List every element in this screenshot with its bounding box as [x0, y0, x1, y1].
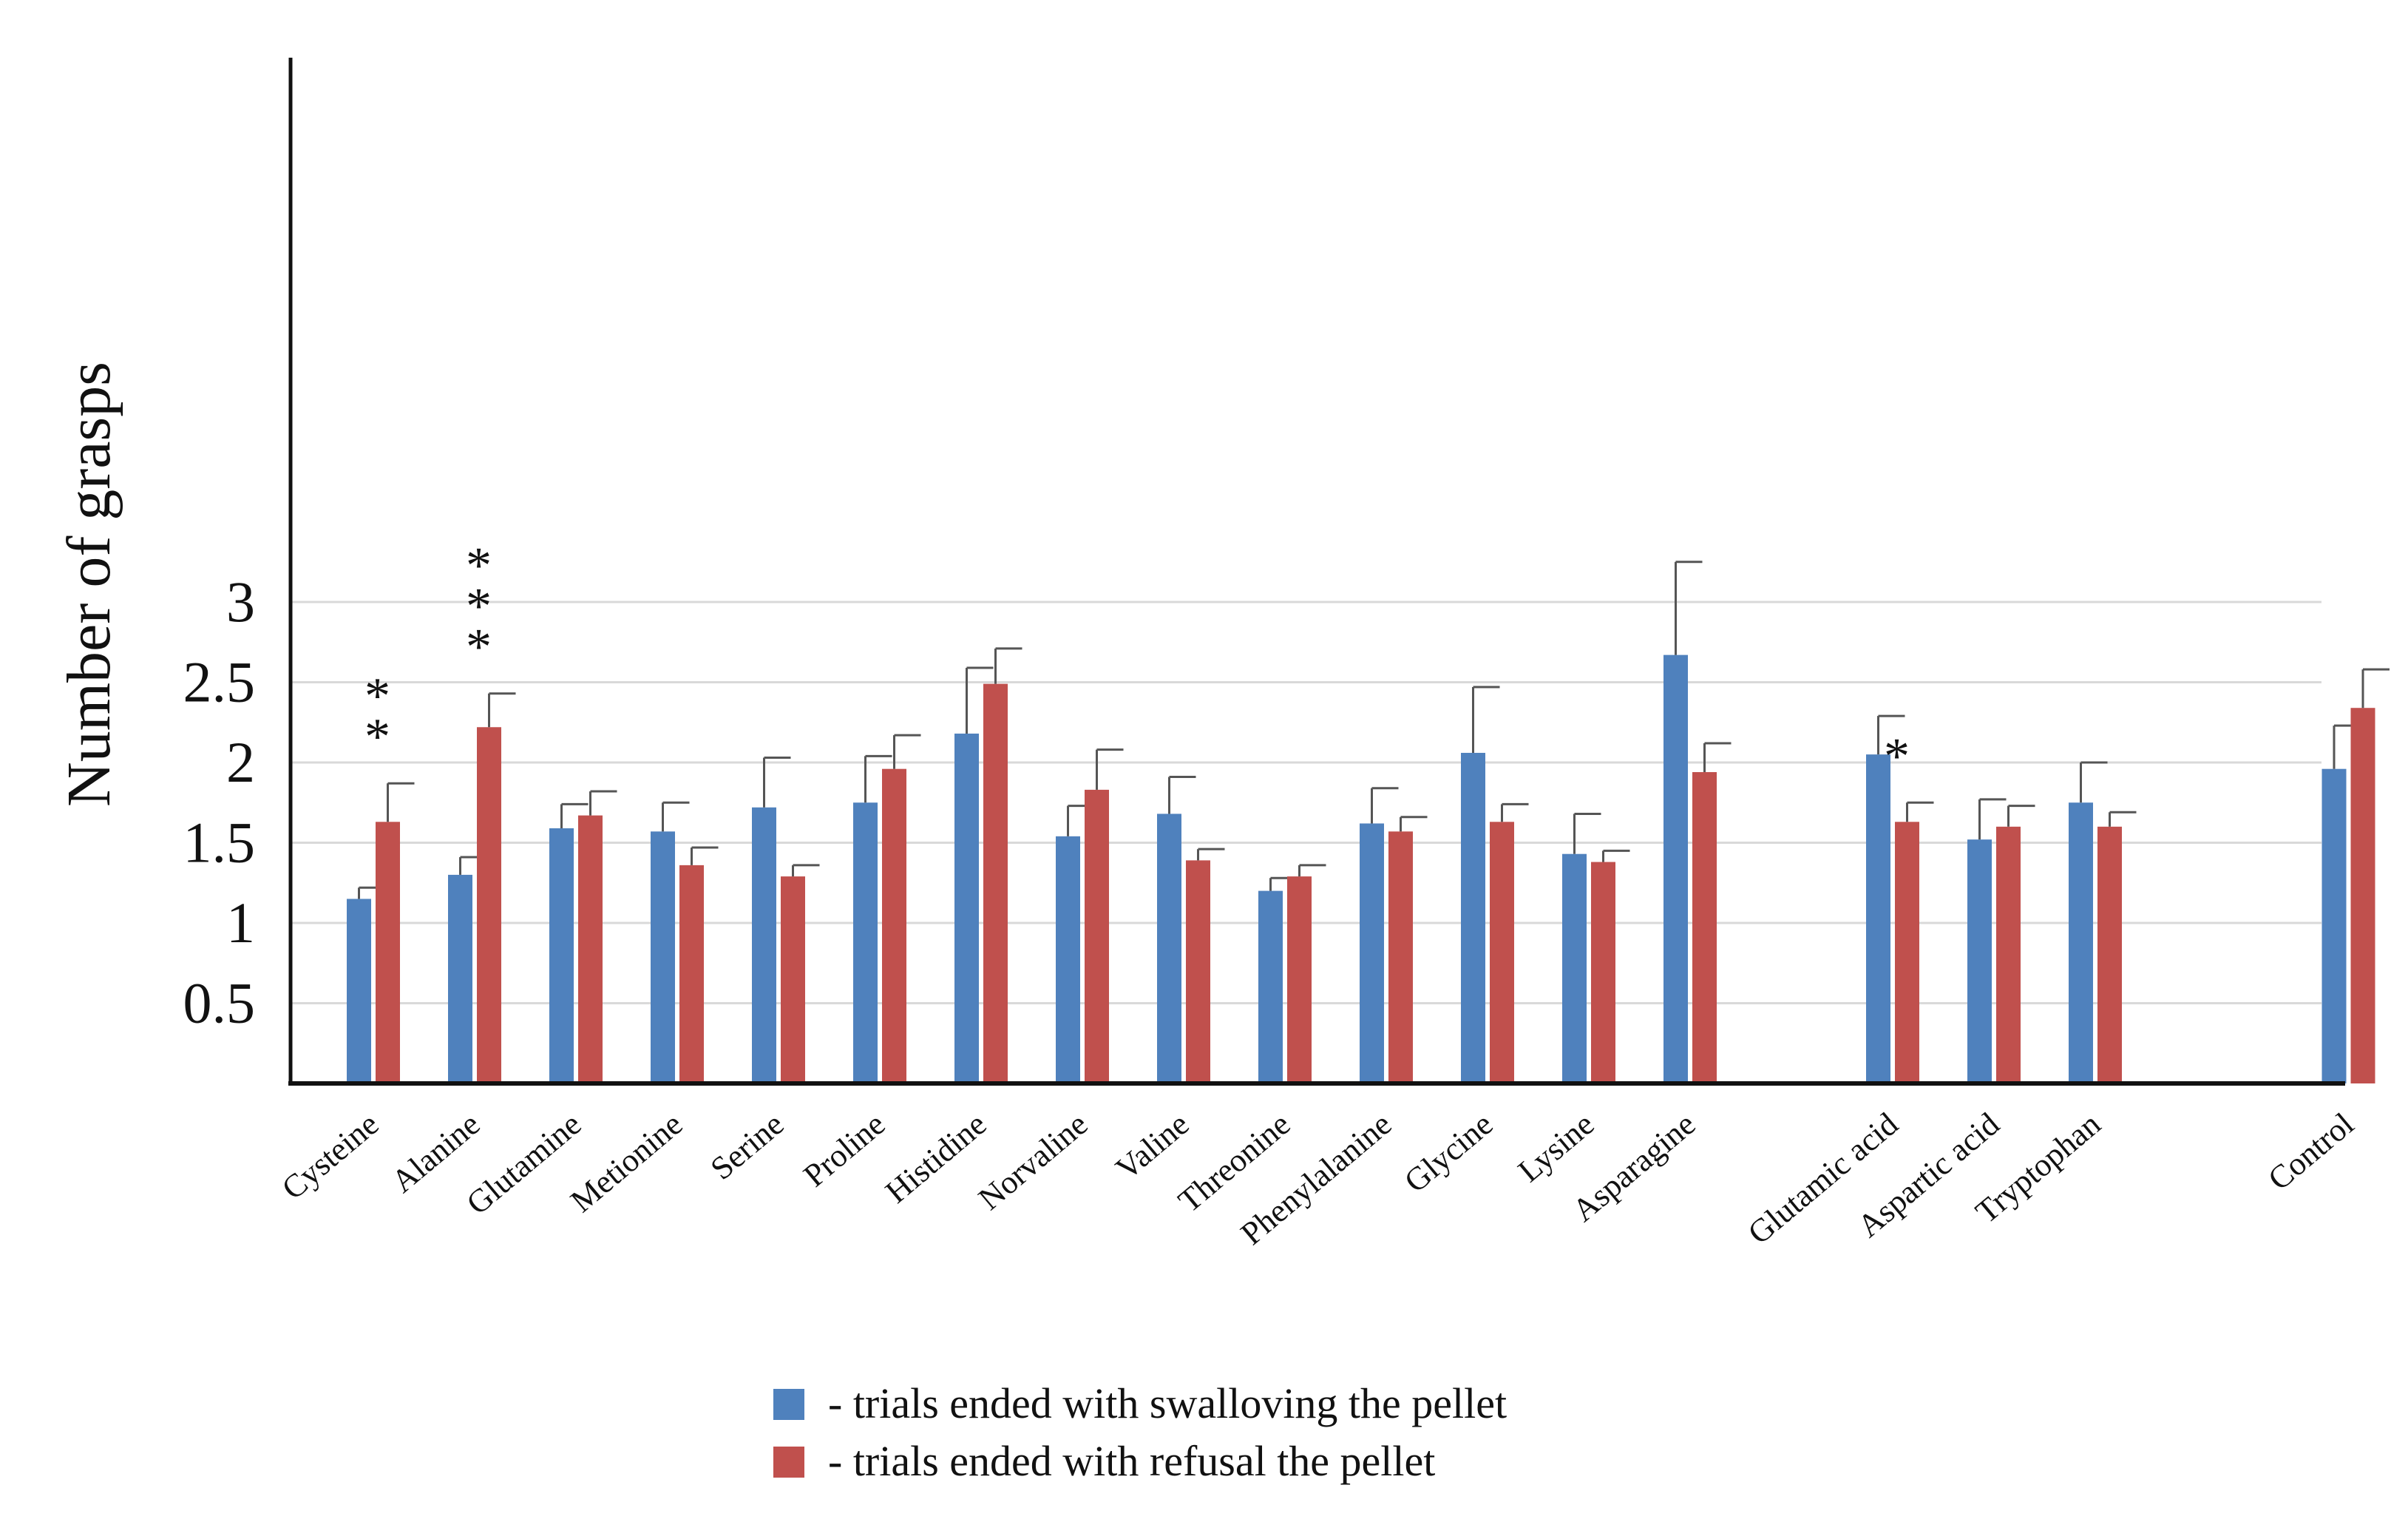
bar-swallow-phenylalanine — [1360, 823, 1384, 1083]
x-tick-label: Valine — [1109, 1106, 1196, 1187]
bar-swallow-histidine — [954, 733, 979, 1083]
x-tick-label: Glutamine — [460, 1106, 589, 1222]
x-tick-label: Glycine — [1397, 1106, 1499, 1200]
x-tick-label: Cysteine — [275, 1106, 385, 1207]
bar-swallow-glutamine — [549, 828, 574, 1083]
bar-refusal-serine — [781, 876, 805, 1083]
legend-swatch-refusal — [773, 1447, 804, 1478]
bar-swallow-glycine — [1461, 752, 1485, 1083]
bar-refusal-control — [2350, 708, 2375, 1083]
bar-swallow-aspartic-acid — [1967, 839, 1992, 1083]
bar-swallow-norvaline — [1056, 836, 1080, 1083]
bar-swallow-lysine — [1562, 853, 1587, 1083]
axes — [288, 58, 2345, 1086]
y-tick-label: 1.5 — [183, 811, 256, 875]
bar-refusal-threonine — [1287, 876, 1312, 1083]
bar-refusal-glutamine — [578, 815, 603, 1083]
bar-refusal-asparagine — [1692, 772, 1717, 1083]
x-tick-label: Control — [2261, 1106, 2360, 1197]
y-tick-label: 1 — [226, 890, 255, 955]
legend-label-swallow: - trials ended with swalloving the pelle… — [828, 1379, 1507, 1427]
bar-swallow-alanine — [448, 874, 472, 1083]
bar-refusal-proline — [882, 768, 906, 1083]
bar-swallow-serine — [752, 807, 776, 1083]
bar-refusal-aspartic-acid — [1996, 826, 2021, 1083]
y-tick-label: 3 — [226, 569, 255, 634]
significance-markers: ****** — [364, 538, 1910, 785]
bar-refusal-valine — [1186, 860, 1210, 1083]
x-tick-label: Serine — [704, 1106, 791, 1187]
bar-refusal-alanine — [477, 727, 501, 1083]
significance-asterisk: * — [364, 668, 390, 725]
bar-swallow-proline — [853, 802, 878, 1083]
bar-swallow-metionine — [651, 831, 675, 1083]
significance-asterisk: * — [466, 538, 492, 595]
bar-refusal-lysine — [1591, 862, 1615, 1083]
bar-swallow-asparagine — [1663, 655, 1688, 1083]
bar-refusal-glutamic-acid — [1895, 822, 1919, 1083]
significance-asterisk: * — [1884, 728, 1910, 785]
legend-label-refusal: - trials ended with refusal the pellet — [828, 1437, 1435, 1485]
y-tick-label: 2 — [226, 730, 255, 794]
x-tick-label: Norvaline — [971, 1106, 1094, 1217]
bar-swallow-threonine — [1258, 890, 1283, 1083]
y-axis-title: Number of grasps — [55, 362, 123, 807]
bar-refusal-tryptophan — [2097, 826, 2122, 1083]
y-tick-label: 0.5 — [183, 971, 256, 1035]
bar-refusal-norvaline — [1085, 789, 1109, 1083]
bar-refusal-phenylalanine — [1388, 831, 1413, 1083]
bar-swallow-glutamic-acid — [1866, 754, 1890, 1083]
significance-asterisk: * — [364, 708, 390, 765]
x-tick-label: Lysine — [1511, 1106, 1601, 1189]
bar-swallow-valine — [1157, 814, 1181, 1083]
y-tick-label: 2.5 — [183, 650, 256, 714]
bar-refusal-metionine — [679, 865, 704, 1083]
y-tick-labels: 0.5 1 1.5 2 2.5 3 — [183, 569, 256, 1035]
bar-swallow-tryptophan — [2069, 802, 2093, 1083]
bar-refusal-histidine — [983, 683, 1008, 1083]
legend-swatch-swallow — [773, 1389, 804, 1420]
x-tick-label: Proline — [797, 1106, 892, 1194]
bar-refusal-cysteine — [376, 822, 400, 1083]
x-tick-label: Metionine — [563, 1106, 689, 1220]
bar-refusal-glycine — [1490, 822, 1514, 1083]
legend: - trials ended with swalloving the pelle… — [773, 1379, 1507, 1485]
significance-asterisk: * — [466, 578, 492, 635]
significance-asterisk: * — [466, 619, 492, 676]
bars — [347, 561, 2390, 1083]
bar-swallow-control — [2321, 768, 2347, 1083]
bar-swallow-cysteine — [347, 899, 371, 1083]
